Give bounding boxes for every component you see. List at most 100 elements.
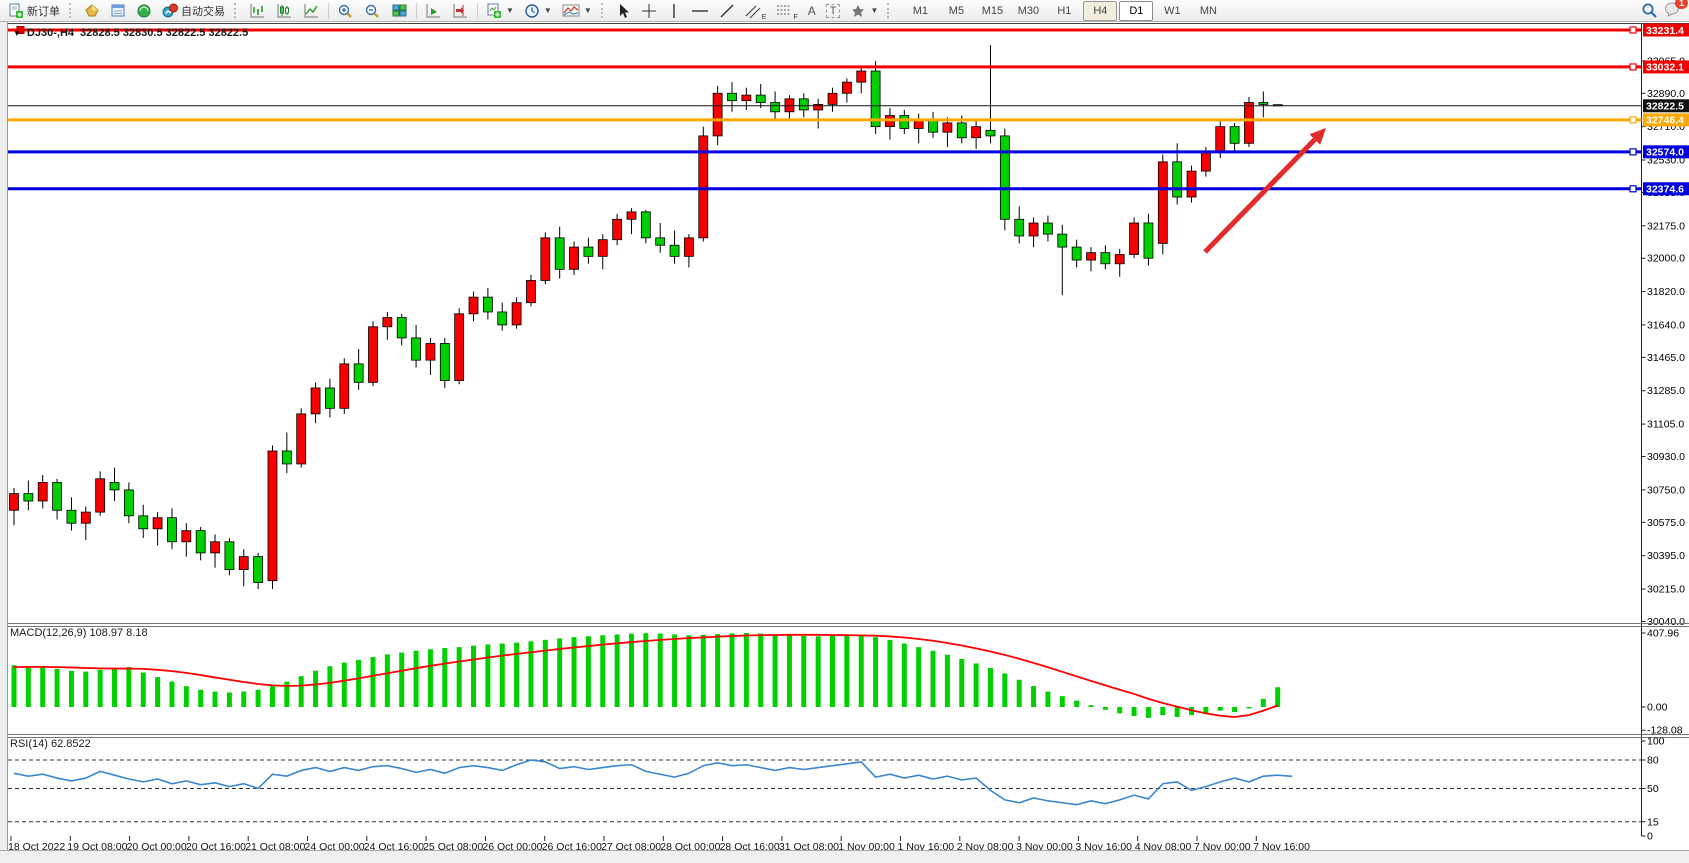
svg-text:32175.0: 32175.0 xyxy=(1647,220,1685,232)
candlestick-type-button[interactable] xyxy=(271,0,298,22)
dropdown-caret-icon: ▼ xyxy=(583,6,592,15)
hline-33032.1[interactable] xyxy=(8,63,1642,71)
hline-handle[interactable] xyxy=(1629,116,1637,124)
equidistant-channel-tool-button[interactable]: E xyxy=(740,0,772,22)
search-icon[interactable] xyxy=(1641,2,1658,19)
rsi-line xyxy=(13,759,1293,806)
svg-text:30395.0: 30395.0 xyxy=(1647,550,1685,562)
horizontal-line-tool-button[interactable] xyxy=(686,0,714,22)
label-tool-label: T xyxy=(825,3,841,18)
toolbar-separator xyxy=(477,2,478,19)
trendline-tool-button[interactable] xyxy=(714,0,740,22)
tile-windows-button[interactable] xyxy=(386,0,413,22)
pane-separator-2[interactable] xyxy=(0,734,1689,738)
svg-text:31285.0: 31285.0 xyxy=(1647,385,1685,397)
svg-text:-128.08: -128.08 xyxy=(1647,725,1683,737)
bar-chart-type-button[interactable] xyxy=(244,0,271,22)
chart-title: ▼ DJ30-,H4 32828.5 32830.5 32822.5 32822… xyxy=(13,27,248,39)
rsi-indicator-label: RSI(14) 62.8522 xyxy=(10,738,91,750)
svg-text:407.96: 407.96 xyxy=(1647,627,1679,639)
toolbar-drag-handle[interactable] xyxy=(887,3,893,18)
dropdown-caret-icon: ▼ xyxy=(506,6,514,15)
autotrading-icon xyxy=(162,3,178,17)
one-click-trading-toggle-icon[interactable]: ▼ xyxy=(13,28,21,38)
hline-32374.6[interactable] xyxy=(8,185,1642,193)
svg-text:31640.0: 31640.0 xyxy=(1647,319,1685,331)
timeframe-button-h4[interactable]: H4 xyxy=(1083,0,1118,21)
current-price-badge: 32822.5 xyxy=(1643,99,1689,113)
channel-icon xyxy=(745,5,761,18)
zoom-in-button[interactable] xyxy=(332,0,359,22)
toolbar-drag-handle[interactable] xyxy=(69,3,75,18)
crosshair-tool-button[interactable] xyxy=(636,0,662,22)
status-bar xyxy=(0,850,1689,863)
svg-text:31465.0: 31465.0 xyxy=(1647,352,1685,364)
trend-arrow-annotation[interactable] xyxy=(1203,128,1326,254)
timeframe-group: M1 M5 M15 M30 H1 H4 D1 W1 MN xyxy=(903,0,1225,21)
notifications-button[interactable]: 1 xyxy=(1664,0,1688,20)
zoom-out-icon xyxy=(365,4,379,18)
market-watch-button[interactable] xyxy=(79,0,105,22)
hline-handle[interactable] xyxy=(1629,185,1637,193)
fibonacci-icon xyxy=(777,5,792,14)
svg-text:15: 15 xyxy=(1647,816,1659,828)
timeframe-button-m1[interactable]: M1 xyxy=(912,4,929,17)
svg-text:32822.5: 32822.5 xyxy=(1646,101,1684,113)
timeframe-button-m5[interactable]: M5 xyxy=(948,4,965,17)
svg-text:80: 80 xyxy=(1647,755,1659,767)
hline-32574.0[interactable] xyxy=(8,148,1642,156)
toolbar-separator xyxy=(328,2,329,19)
dropdown-caret-icon: ▼ xyxy=(543,6,552,15)
fibonacci-tool-button[interactable]: F xyxy=(771,0,802,22)
svg-text:0.00: 0.00 xyxy=(1647,702,1668,714)
chart-shift-icon xyxy=(453,3,467,17)
chart-frame xyxy=(0,23,1689,836)
indicators-button[interactable]: ▼ xyxy=(557,0,597,22)
data-window-icon xyxy=(111,4,125,16)
text-tool-button[interactable]: A xyxy=(803,0,821,22)
timeframe-button-h1[interactable]: H1 xyxy=(1057,4,1072,17)
price-axis: 33065.032890.032710.032530.032355.032175… xyxy=(1641,55,1685,628)
chart-shift-button[interactable] xyxy=(447,0,474,22)
auto-scroll-icon xyxy=(426,3,440,17)
hline-33231.4[interactable] xyxy=(8,26,1642,34)
hline-handle[interactable] xyxy=(1629,63,1637,71)
timeframe-button-d1[interactable]: D1 xyxy=(1119,0,1154,21)
text-tool-label: A xyxy=(807,3,816,18)
line-chart-type-button[interactable] xyxy=(298,0,325,22)
new-order-button[interactable]: 新订单 xyxy=(3,0,65,22)
trendline-icon xyxy=(720,4,734,17)
vertical-line-tool-button[interactable] xyxy=(662,0,686,22)
price-badge-33032.1: 33032.1 xyxy=(1643,60,1689,74)
arrows-tool-icon xyxy=(852,4,865,17)
hline-handle[interactable] xyxy=(1629,148,1637,156)
hline-32746.4[interactable] xyxy=(8,116,1642,124)
pane-separator-1[interactable] xyxy=(0,623,1689,627)
toolbar-drag-handle[interactable] xyxy=(600,3,607,18)
chart-ohlc-values: 32828.5 32830.5 32822.5 32822.5 xyxy=(80,27,249,39)
new-chart-button[interactable]: ▼ xyxy=(481,0,519,22)
autotrading-button[interactable]: 自动交易 xyxy=(157,0,230,22)
svg-text:32890.0: 32890.0 xyxy=(1647,88,1685,100)
timeframe-button-mn[interactable]: MN xyxy=(1199,4,1217,17)
hline-handle[interactable] xyxy=(1629,26,1637,34)
hline-handle[interactable] xyxy=(16,26,25,34)
cursor-tool-button[interactable] xyxy=(611,0,636,22)
navigator-button[interactable] xyxy=(131,0,157,22)
svg-text:32746.4: 32746.4 xyxy=(1646,115,1684,127)
navigator-icon xyxy=(137,4,151,17)
timeframe-button-m30[interactable]: M30 xyxy=(1017,4,1040,17)
auto-scroll-button[interactable] xyxy=(420,0,447,22)
timeframe-button-m15[interactable]: M15 xyxy=(981,4,1004,17)
toolbar-drag-handle[interactable] xyxy=(234,3,240,18)
zoom-out-button[interactable] xyxy=(359,0,386,22)
arrows-tool-button[interactable]: ▼ xyxy=(845,0,883,22)
tile-windows-icon xyxy=(392,4,407,16)
svg-text:50: 50 xyxy=(1647,783,1659,795)
text-label-tool-button[interactable]: T xyxy=(821,0,846,22)
timeframe-button-w1[interactable]: W1 xyxy=(1164,4,1181,17)
profiles-button[interactable]: ▼ xyxy=(519,0,557,22)
dropdown-caret-icon: ▼ xyxy=(870,6,879,15)
data-window-button[interactable] xyxy=(105,0,131,22)
